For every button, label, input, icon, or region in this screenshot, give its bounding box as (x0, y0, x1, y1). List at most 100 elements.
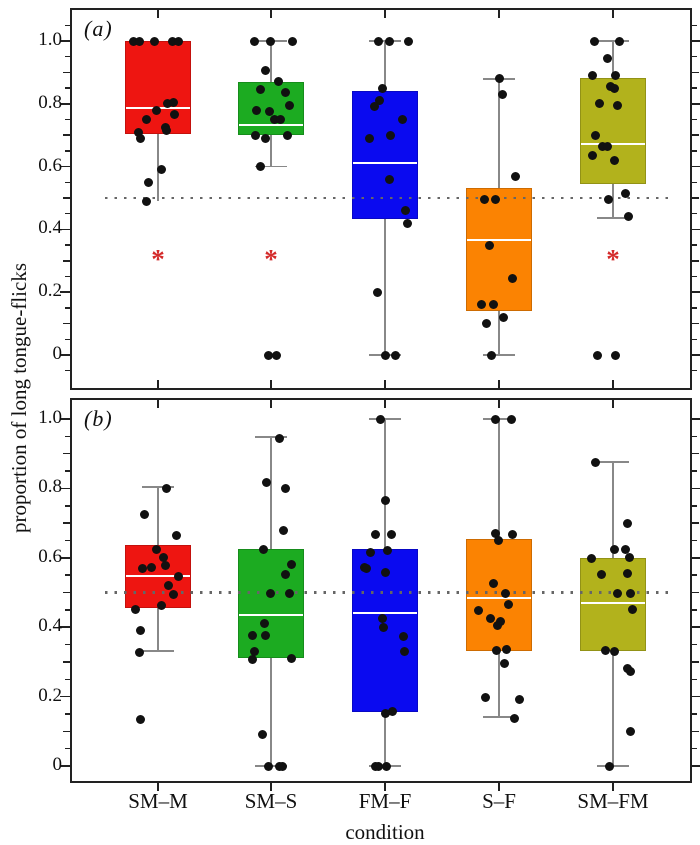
y-tick-right (692, 322, 699, 325)
data-point (624, 552, 634, 562)
y-tick-right (692, 678, 697, 680)
y-tick (60, 487, 70, 490)
y-tick-label: 0.8 (38, 476, 62, 498)
x-tick (612, 783, 614, 791)
x-tick (384, 10, 386, 18)
x-tick (384, 380, 386, 388)
y-tick (65, 505, 70, 507)
y-tick (65, 150, 70, 152)
data-point (258, 544, 268, 554)
y-tick (65, 574, 70, 576)
y-tick-right (692, 150, 697, 152)
y-tick-right (692, 260, 699, 262)
data-point (603, 195, 613, 205)
data-point (604, 761, 614, 771)
data-point (260, 66, 270, 76)
significance-asterisk: * (264, 244, 278, 275)
data-point (286, 653, 296, 663)
box-sm-fm (580, 78, 646, 184)
y-tick-right (692, 730, 699, 733)
y-tick-right (692, 539, 697, 542)
data-point (627, 604, 637, 614)
data-point (282, 130, 292, 140)
data-point (149, 36, 159, 46)
data-point (250, 130, 260, 140)
data-point (263, 761, 273, 771)
whisker-cap-low-s-f (483, 354, 515, 356)
panel-label-a: (a) (84, 16, 113, 41)
y-tick-right (692, 118, 697, 121)
y-tick-label: 0.2 (38, 684, 62, 706)
y-tick (65, 435, 70, 438)
y-tick-label: 0 (52, 754, 63, 775)
data-point (492, 620, 502, 630)
data-point (498, 312, 508, 322)
data-point (486, 350, 496, 360)
data-point (158, 553, 168, 563)
data-point (622, 518, 632, 528)
data-point (602, 142, 612, 152)
x-tick (498, 783, 500, 791)
data-point (612, 100, 622, 110)
y-tick (65, 181, 70, 184)
data-point (370, 530, 380, 540)
data-point (369, 102, 379, 112)
significance-asterisk: * (606, 244, 620, 275)
data-point (510, 171, 520, 181)
data-point (134, 36, 144, 46)
box-sm-m (125, 41, 191, 134)
data-point (620, 188, 630, 198)
data-point (625, 667, 635, 677)
y-tick (65, 24, 70, 27)
y-tick (63, 322, 70, 325)
median-fm-f (353, 161, 417, 165)
y-tick-right (692, 626, 700, 628)
y-tick-right (692, 505, 697, 507)
data-point (265, 36, 275, 46)
data-point (610, 350, 620, 360)
data-point (287, 36, 297, 46)
data-point (247, 631, 257, 641)
x-tick (384, 400, 386, 408)
data-point (380, 709, 390, 719)
data-point (596, 569, 606, 579)
y-tick-right (692, 435, 697, 438)
data-point (609, 155, 619, 165)
data-point (278, 525, 288, 535)
data-point (509, 713, 519, 723)
data-point (275, 115, 285, 124)
y-tick (63, 71, 70, 74)
data-point (141, 196, 151, 206)
x-tick (498, 380, 500, 388)
y-tick-right (692, 369, 697, 372)
data-point (257, 729, 267, 739)
data-point (586, 554, 596, 564)
y-tick-right (692, 643, 697, 646)
data-point (390, 350, 400, 360)
y-tick-right (692, 609, 697, 611)
y-tick-right (692, 307, 697, 309)
data-point (587, 151, 597, 161)
data-point (280, 88, 290, 98)
data-point (286, 559, 296, 569)
data-point (156, 601, 166, 611)
data-point (602, 53, 612, 63)
x-tick (157, 783, 159, 791)
data-point (143, 177, 153, 187)
data-point (625, 727, 635, 737)
data-point (387, 707, 397, 717)
y-tick-right (692, 228, 700, 231)
data-point (402, 218, 412, 228)
y-tick-right (692, 244, 697, 246)
data-point (507, 530, 517, 540)
whisker-cap-high-sm-s (255, 436, 287, 438)
data-point (484, 240, 494, 250)
y-tick (63, 591, 70, 594)
data-point (361, 564, 371, 574)
data-point (249, 36, 259, 46)
data-point (386, 530, 396, 540)
y-tick-right (692, 55, 697, 58)
y-tick-right (692, 197, 699, 199)
y-tick-right (692, 87, 697, 89)
